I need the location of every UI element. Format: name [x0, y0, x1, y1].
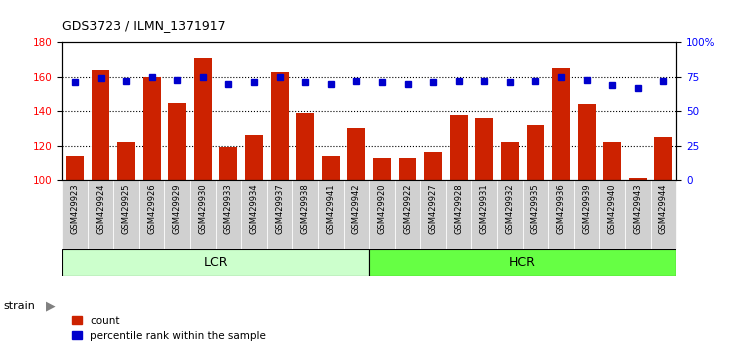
FancyBboxPatch shape [318, 180, 344, 249]
Text: GSM429930: GSM429930 [198, 183, 208, 234]
Text: strain: strain [4, 301, 36, 311]
Legend: count, percentile rank within the sample: count, percentile rank within the sample [67, 312, 270, 345]
Bar [245, 135, 263, 180]
FancyBboxPatch shape [574, 180, 599, 249]
Text: GSM429928: GSM429928 [454, 183, 463, 234]
Bar [398, 158, 417, 180]
Text: GSM429941: GSM429941 [326, 183, 336, 234]
FancyBboxPatch shape [62, 180, 88, 249]
Bar [552, 68, 570, 180]
Text: GSM429932: GSM429932 [505, 183, 515, 234]
FancyBboxPatch shape [420, 180, 446, 249]
FancyBboxPatch shape [292, 180, 318, 249]
Bar [322, 156, 340, 180]
Bar [117, 142, 135, 180]
Text: GSM429943: GSM429943 [633, 183, 643, 234]
Text: GSM429936: GSM429936 [556, 183, 566, 234]
Text: HCR: HCR [510, 256, 536, 269]
FancyBboxPatch shape [139, 180, 164, 249]
FancyBboxPatch shape [88, 180, 113, 249]
Text: GSM429926: GSM429926 [147, 183, 156, 234]
Bar [219, 147, 238, 180]
FancyBboxPatch shape [651, 180, 676, 249]
Text: GSM429935: GSM429935 [531, 183, 540, 234]
FancyBboxPatch shape [625, 180, 651, 249]
Bar [373, 158, 391, 180]
Bar [654, 137, 673, 180]
Text: GSM429922: GSM429922 [403, 183, 412, 234]
Bar [629, 178, 647, 180]
Text: GSM429920: GSM429920 [377, 183, 387, 234]
FancyBboxPatch shape [241, 180, 267, 249]
Text: GSM429927: GSM429927 [428, 183, 438, 234]
Text: GDS3723 / ILMN_1371917: GDS3723 / ILMN_1371917 [62, 19, 226, 32]
Bar [526, 125, 545, 180]
FancyBboxPatch shape [599, 180, 625, 249]
FancyBboxPatch shape [369, 249, 676, 276]
Bar [143, 77, 161, 180]
FancyBboxPatch shape [497, 180, 523, 249]
FancyBboxPatch shape [113, 180, 139, 249]
Text: ▶: ▶ [46, 300, 56, 313]
Bar [194, 58, 212, 180]
Text: GSM429938: GSM429938 [300, 183, 310, 234]
Bar [270, 72, 289, 180]
Text: GSM429923: GSM429923 [70, 183, 80, 234]
FancyBboxPatch shape [548, 180, 574, 249]
Text: GSM429933: GSM429933 [224, 183, 233, 234]
Text: GSM429934: GSM429934 [249, 183, 259, 234]
FancyBboxPatch shape [267, 180, 292, 249]
FancyBboxPatch shape [395, 180, 420, 249]
FancyBboxPatch shape [62, 249, 369, 276]
Text: GSM429942: GSM429942 [352, 183, 361, 234]
Text: GSM429939: GSM429939 [582, 183, 591, 234]
Bar [91, 70, 110, 180]
Bar [450, 115, 468, 180]
FancyBboxPatch shape [344, 180, 369, 249]
FancyBboxPatch shape [164, 180, 190, 249]
FancyBboxPatch shape [471, 180, 497, 249]
Text: GSM429931: GSM429931 [480, 183, 489, 234]
Bar [577, 104, 596, 180]
Bar [66, 156, 84, 180]
Text: LCR: LCR [203, 256, 228, 269]
Bar [168, 103, 186, 180]
Bar [296, 113, 314, 180]
Bar [424, 153, 442, 180]
FancyBboxPatch shape [523, 180, 548, 249]
FancyBboxPatch shape [369, 180, 395, 249]
Bar [475, 118, 493, 180]
FancyBboxPatch shape [190, 180, 216, 249]
Text: GSM429940: GSM429940 [607, 183, 617, 234]
Text: GSM429924: GSM429924 [96, 183, 105, 234]
FancyBboxPatch shape [446, 180, 471, 249]
Bar [603, 142, 621, 180]
Bar [501, 142, 519, 180]
FancyBboxPatch shape [216, 180, 241, 249]
Text: GSM429929: GSM429929 [173, 183, 182, 234]
Text: GSM429937: GSM429937 [275, 183, 284, 234]
Text: GSM429944: GSM429944 [659, 183, 668, 234]
Text: GSM429925: GSM429925 [121, 183, 131, 234]
Bar [347, 129, 366, 180]
